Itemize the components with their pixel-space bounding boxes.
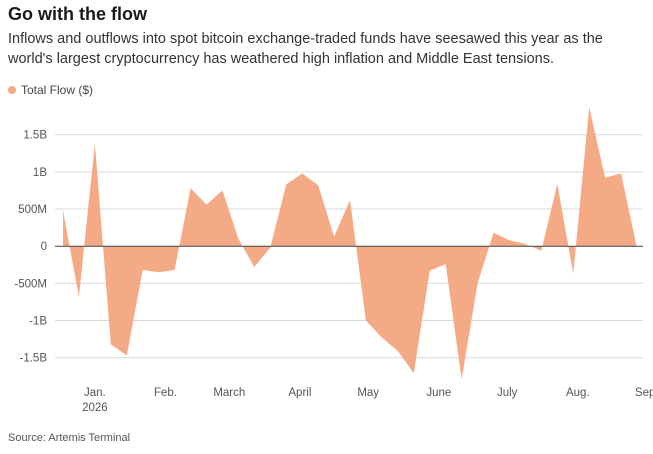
x-tick-label: April (288, 387, 311, 399)
x-tick-label: Sept. (635, 387, 653, 399)
y-tick-label: 500M (18, 204, 47, 216)
x-tick-label: July (497, 387, 518, 399)
chart-subtitle: Inflows and outflows into spot bitcoin e… (8, 31, 603, 67)
y-tick-label: 0 (41, 241, 47, 253)
legend: Total Flow ($) (8, 83, 93, 97)
grid-lines (55, 134, 643, 359)
x-tick-label: March (213, 387, 245, 399)
y-tick-label: 1.5B (23, 130, 47, 142)
legend-label: Total Flow ($) (21, 83, 94, 97)
y-axis-labels: 1.5B 1B 500M 0 -500M -1B -1.5B (14, 130, 47, 365)
x-tick-label: Aug. (566, 387, 590, 399)
x-tick-label: June (426, 387, 451, 399)
legend-swatch (8, 86, 16, 94)
y-tick-label: -1B (29, 316, 47, 328)
x-tick-label: Feb. (154, 387, 177, 399)
y-tick-label: -500M (14, 278, 47, 290)
flow-area (63, 107, 637, 380)
source-note: Source: Artemis Terminal (8, 432, 131, 444)
x-tick-label: May (357, 387, 379, 399)
x-tick-sublabel: 2026 (82, 402, 108, 414)
y-tick-label: 1B (33, 167, 47, 179)
y-tick-label: -1.5B (20, 353, 48, 365)
x-tick-label: Jan. (84, 387, 106, 399)
chart-title: Go with the flow (8, 4, 147, 24)
x-axis-labels: Jan. 2026 Feb. March April May June July Aug. Sep… (82, 387, 653, 414)
area-layer (63, 107, 637, 380)
